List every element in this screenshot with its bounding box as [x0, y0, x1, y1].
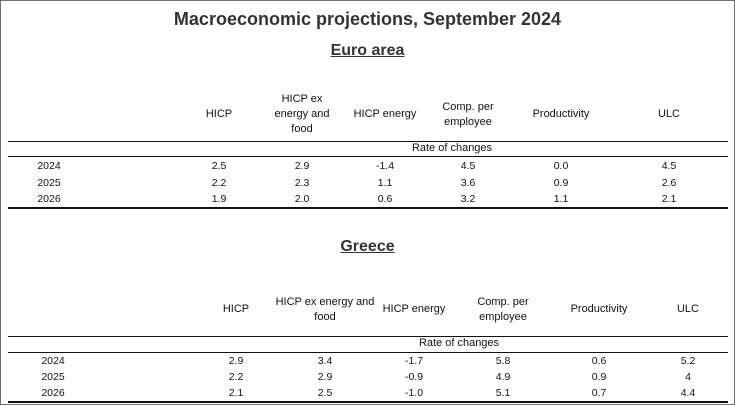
value-cell: 4.5: [460, 160, 476, 172]
euro-header-hicp: HICP: [205, 108, 233, 120]
value-cell: 0.7: [591, 387, 607, 399]
value-cell: 0.9: [591, 371, 607, 383]
value-cell: 2.1: [661, 193, 677, 205]
year-cell: 2025: [37, 177, 61, 189]
greece-header-rule: [8, 336, 728, 337]
euro-row-2026: 2026 1.9 2.0 0.6 3.2 1.1 2.1: [0, 193, 735, 209]
value-cell: -0.9: [404, 371, 424, 383]
greece-header-productivity: Productivity: [570, 303, 628, 315]
value-cell: 5.2: [680, 355, 696, 367]
value-cell: 2.3: [294, 177, 310, 189]
value-cell: 2.6: [661, 177, 677, 189]
value-cell: 4.4: [680, 387, 696, 399]
greece-heading: Greece: [340, 238, 395, 255]
greece-header-hicp: HICP: [222, 303, 250, 315]
value-cell: 2.9: [294, 160, 310, 172]
value-cell: -1.4: [375, 160, 395, 172]
value-cell: 3.2: [460, 193, 476, 205]
value-cell: 0.6: [377, 193, 393, 205]
value-cell: 2.9: [317, 371, 333, 383]
value-cell: 5.8: [495, 355, 511, 367]
euro-area-heading: Euro area: [330, 42, 405, 59]
value-cell: 3.6: [460, 177, 476, 189]
greece-header-hicp-ex-energy-food: HICP ex energy and food: [275, 296, 375, 323]
value-cell: 4.9: [495, 371, 511, 383]
value-cell: 1.9: [211, 193, 227, 205]
value-cell: 0.0: [553, 160, 569, 172]
greece-row-2025: 2025 2.2 2.9 -0.9 4.9 0.9 4: [0, 371, 735, 387]
euro-row-2025: 2025 2.2 2.3 1.1 3.6 0.9 2.6: [0, 177, 735, 193]
greece-header-ulc: ULC: [676, 303, 699, 315]
euro-bottom-rule: [8, 207, 728, 209]
value-cell: 1.1: [553, 193, 569, 205]
euro-header-productivity: Productivity: [532, 108, 590, 120]
euro-rate-rule: [8, 156, 728, 157]
year-cell: 2026: [41, 387, 65, 399]
euro-header-rule: [8, 141, 728, 142]
greece-row-2024: 2024 2.9 3.4 -1.7 5.8 0.6 5.2: [0, 355, 735, 371]
greece-header-comp-per-employee: Comp. per employee: [477, 296, 529, 323]
year-cell: 2026: [37, 193, 61, 205]
value-cell: 4: [685, 371, 691, 383]
year-cell: 2024: [37, 160, 61, 172]
value-cell: 2.2: [211, 177, 227, 189]
value-cell: 2.9: [228, 355, 244, 367]
euro-header-comp-per-employee: Comp. per employee: [442, 101, 494, 128]
value-cell: 2.5: [211, 160, 227, 172]
euro-header-hicp-energy: HICP energy: [353, 108, 417, 120]
page-title: Macroeconomic projections, September 202…: [173, 9, 562, 29]
euro-header-ulc: ULC: [657, 108, 680, 120]
value-cell: 0.9: [553, 177, 569, 189]
value-cell: 0.6: [591, 355, 607, 367]
value-cell: 2.5: [317, 387, 333, 399]
value-cell: 2.0: [294, 193, 310, 205]
year-cell: 2024: [41, 355, 65, 367]
value-cell: 5.1: [495, 387, 511, 399]
value-cell: -1.0: [404, 387, 424, 399]
value-cell: -1.7: [404, 355, 424, 367]
value-cell: 1.1: [377, 177, 393, 189]
value-cell: 4.5: [661, 160, 677, 172]
euro-rate-label: Rate of changes: [411, 142, 493, 154]
euro-row-2024: 2024 2.5 2.9 -1.4 4.5 0.0 4.5: [0, 160, 735, 176]
year-cell: 2025: [41, 371, 65, 383]
value-cell: 2.2: [228, 371, 244, 383]
greece-row-2026: 2026 2.1 2.5 -1.0 5.1 0.7 4.4: [0, 387, 735, 403]
euro-header-hicp-ex-energy-food: HICP ex energy and food: [274, 93, 330, 135]
greece-header-hicp-energy: HICP energy: [382, 303, 446, 315]
value-cell: 3.4: [317, 355, 333, 367]
value-cell: 2.1: [228, 387, 244, 399]
greece-rate-rule: [8, 352, 728, 353]
greece-rate-label: Rate of changes: [418, 337, 500, 349]
greece-bottom-rule: [8, 401, 728, 403]
